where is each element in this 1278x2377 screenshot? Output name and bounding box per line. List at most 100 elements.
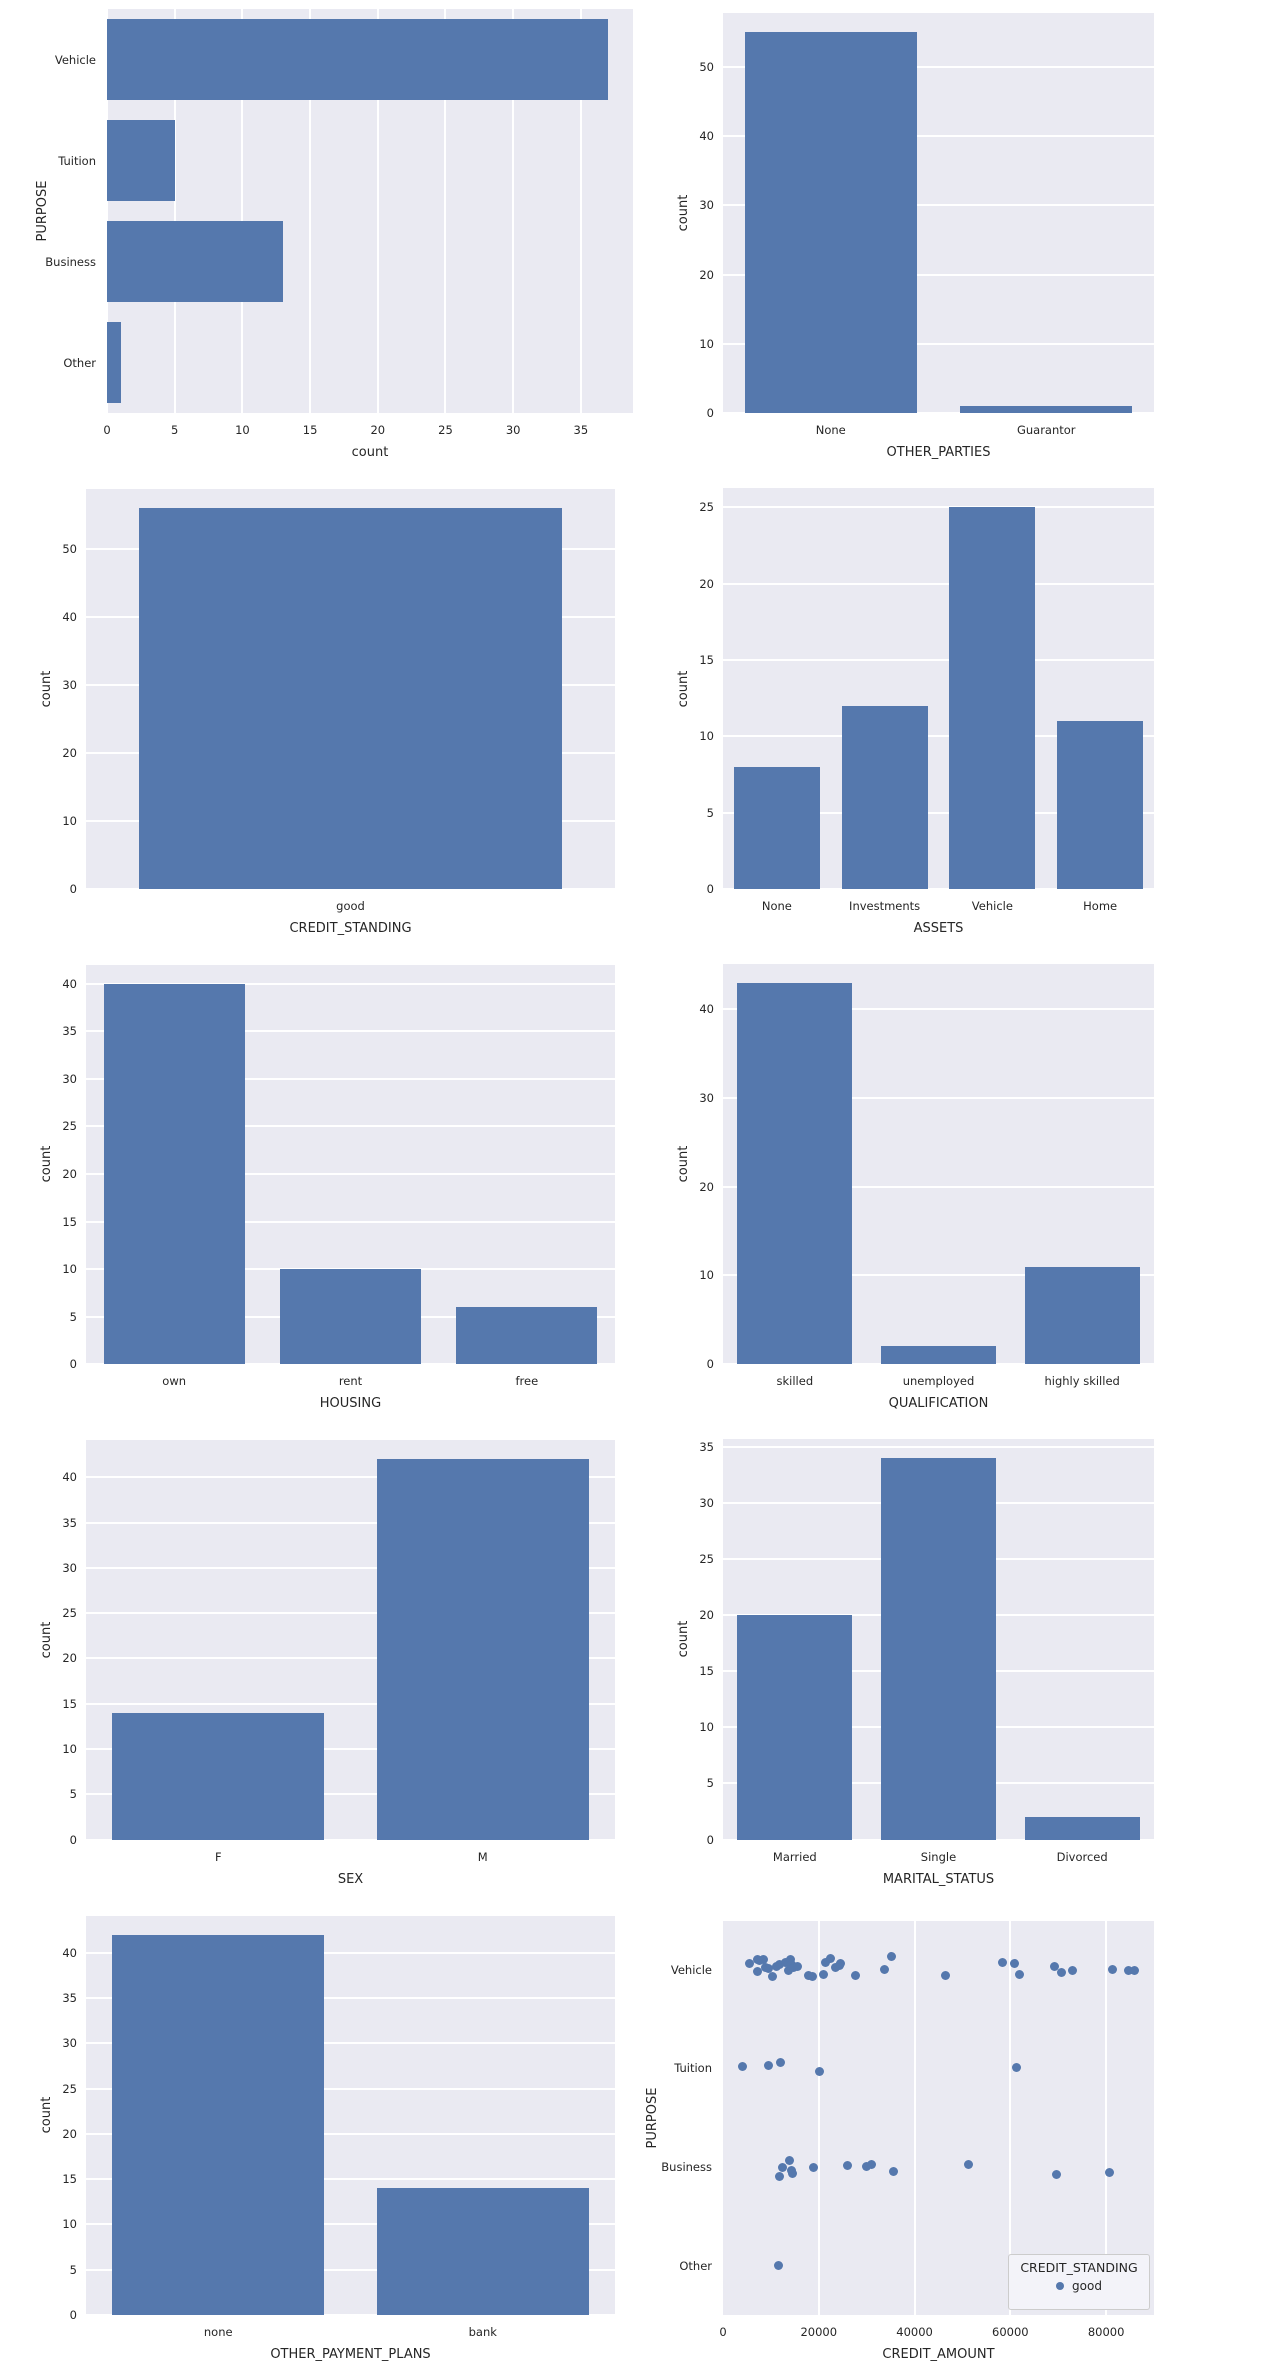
gridline-y — [723, 735, 1154, 738]
y-tick-label: 20 — [62, 1651, 77, 1666]
y-tick-label: 35 — [62, 1024, 77, 1039]
bar-married — [737, 1615, 853, 1840]
gridline-x — [512, 9, 515, 414]
scatter-point — [888, 2166, 898, 2176]
y-tick-label: 35 — [699, 1440, 714, 1455]
x-tick-label: 25 — [438, 423, 453, 438]
gridline-y — [86, 1220, 615, 1223]
x-tick-label: 5 — [171, 423, 179, 438]
bar-other — [107, 322, 121, 404]
x-category-label: Investments — [849, 898, 921, 913]
gridline-y — [723, 135, 1154, 138]
chart-housing: HOUSING count 0 5 10 15 20 25 30 35 40 own rent free — [0, 951, 639, 1426]
y-tick-label: 15 — [699, 1664, 714, 1679]
scatter-point — [843, 2160, 853, 2170]
gridline-y — [86, 982, 615, 985]
chart-other-parties: OTHER_PARTIES count 0 10 20 30 40 50 None Guarant… — [639, 0, 1278, 475]
x-category-label: unemployed — [902, 1374, 975, 1389]
x-tick-label: 0 — [719, 2324, 727, 2339]
bar-none — [744, 32, 917, 414]
bar-free — [456, 1307, 598, 1365]
y-axis-label: PURPOSE — [35, 180, 50, 242]
gridline-y — [86, 1793, 615, 1796]
y-tick-label: 40 — [62, 976, 77, 991]
scatter-point — [763, 1964, 773, 1974]
x-tick-label: 80000 — [1087, 2324, 1125, 2339]
y-tick-label: 5 — [706, 1776, 714, 1791]
scatter-point — [737, 2061, 747, 2071]
x-axis-label: OTHER_PARTIES — [886, 445, 991, 461]
y-tick-label: 40 — [62, 1945, 77, 1960]
gridline-y — [86, 2313, 615, 2316]
y-category-label: Other — [679, 2258, 712, 2273]
scatter-point — [818, 1970, 828, 1980]
y-tick-label: 0 — [69, 1832, 77, 1847]
y-tick-label: 15 — [62, 2172, 77, 2187]
legend-marker-icon — [1056, 2281, 1065, 2290]
y-tick-label: 25 — [62, 1119, 77, 1134]
scatter-point — [773, 2261, 783, 2271]
y-tick-label: 0 — [706, 1357, 714, 1372]
plot-area — [723, 1920, 1154, 2315]
x-axis-label: HOUSING — [319, 1396, 382, 1412]
y-tick-label: 0 — [706, 1832, 714, 1847]
y-tick-label: 50 — [62, 542, 77, 557]
y-tick-label: 0 — [69, 1357, 77, 1372]
bar-rent — [279, 1269, 422, 1365]
chart-qualification: QUALIFICATION count 0 10 20 30 40 skilled unempl… — [639, 951, 1278, 1426]
y-tick-label: 5 — [69, 1787, 77, 1802]
gridline-y — [723, 811, 1154, 814]
legend-item-label: good — [1072, 2278, 1102, 2293]
scatter-point — [807, 1972, 817, 1982]
scatter-point — [820, 1958, 830, 1968]
gridline-y — [723, 887, 1154, 890]
y-tick-label: 0 — [69, 2307, 77, 2322]
gridline-y — [723, 65, 1154, 68]
x-tick-label: 15 — [302, 423, 318, 438]
chart-purpose: count PURPOSE 0 5 10 15 20 25 30 35 Vehicle Tuition… — [0, 0, 639, 475]
chart-sex: SEX count 0 5 10 15 20 25 30 35 40 F M — [0, 1426, 639, 1901]
scatter-point — [783, 1966, 793, 1976]
x-axis-label: SEX — [337, 1871, 364, 1887]
scatter-point — [940, 1971, 950, 1981]
bar-unemployed — [881, 1346, 996, 1365]
x-tick-label: 30 — [505, 423, 521, 438]
x-category-label: None — [815, 423, 846, 438]
x-axis-label: count — [351, 445, 389, 461]
scatter-point — [758, 1955, 768, 1965]
y-tick-label: 30 — [62, 1560, 77, 1575]
y-tick-label: 10 — [699, 1720, 714, 1735]
scatter-point — [763, 2060, 773, 2070]
gridline-x — [309, 9, 312, 414]
scatter-point — [785, 1955, 795, 1965]
y-tick-label: 35 — [62, 1990, 77, 2005]
x-category-label: Home — [1083, 898, 1118, 913]
scatter-point — [778, 2162, 788, 2172]
y-tick-label: 0 — [69, 881, 77, 896]
x-category-label: free — [515, 1374, 539, 1389]
y-tick-label: 10 — [62, 2217, 77, 2232]
gridline-y — [723, 412, 1154, 415]
gridline-x — [376, 9, 379, 414]
bar-m — [376, 1459, 589, 1840]
gridline-y — [86, 1030, 615, 1033]
gridline-y — [86, 1521, 615, 1524]
chart-other-payment-plans: OTHER_PAYMENT_PLANS count 0 5 10 15 20 25 30 35 40… — [0, 1902, 639, 2377]
scatter-point — [1124, 1966, 1134, 1976]
y-tick-label: 30 — [62, 2036, 77, 2051]
x-tick-label: 35 — [573, 423, 589, 438]
y-tick-label: 40 — [699, 129, 714, 144]
gridline-y — [723, 1008, 1154, 1011]
y-tick-label: 30 — [699, 1496, 714, 1511]
x-category-label: good — [336, 898, 365, 913]
gridline-y — [723, 1446, 1154, 1449]
y-category-label: Business — [45, 254, 96, 269]
y-category-label: Tuition — [58, 153, 96, 168]
scatter-point — [997, 1958, 1007, 1968]
y-tick-label: 10 — [699, 729, 714, 744]
gridline-x — [241, 9, 244, 414]
y-tick-label: 25 — [699, 500, 714, 515]
y-category-label: Business — [661, 2160, 712, 2175]
x-axis-label: CREDIT_AMOUNT — [882, 2346, 995, 2362]
y-tick-label: 30 — [699, 1091, 714, 1106]
